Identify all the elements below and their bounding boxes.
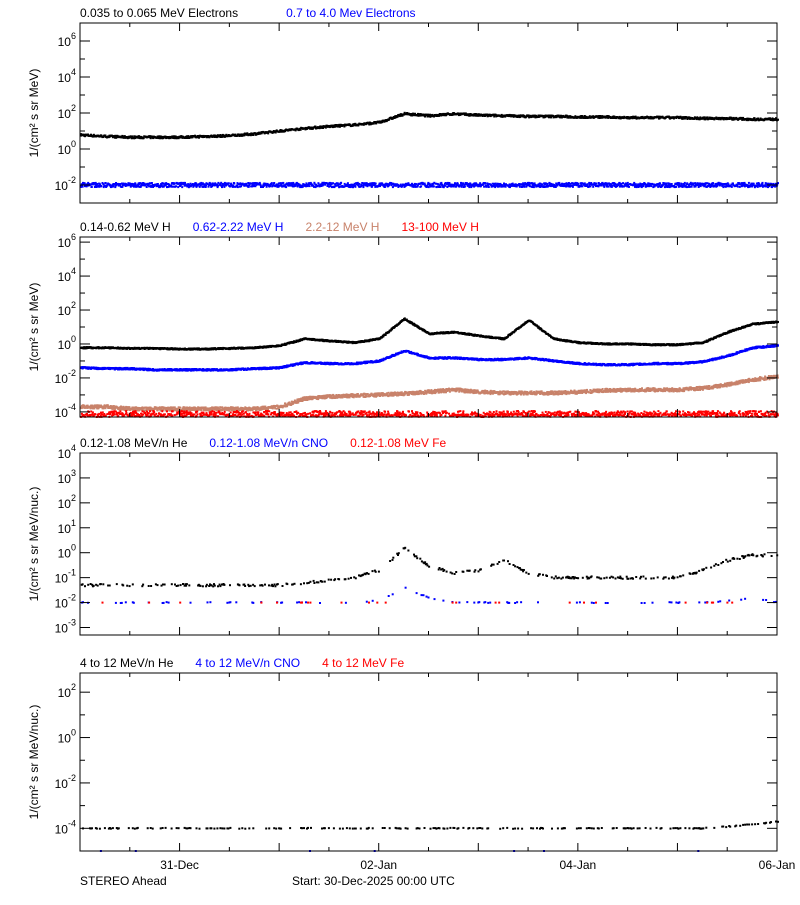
- legend-entry: 13-100 MeV H: [401, 220, 478, 234]
- y-tick-label: 104: [58, 67, 76, 85]
- data-point: [675, 186, 677, 188]
- data-point: [375, 183, 377, 185]
- data-point: [162, 183, 164, 185]
- plot-frame: [80, 23, 777, 203]
- series-black: [80, 112, 779, 140]
- data-point: [317, 182, 319, 184]
- footer-spacecraft: STEREO Ahead: [80, 874, 167, 888]
- data-point: [691, 186, 693, 188]
- footer-start-time: Start: 30-Dec-2025 00:00 UTC: [292, 874, 455, 888]
- legend-entry: 2.2-12 MeV H: [305, 220, 379, 234]
- data-point: [739, 186, 741, 188]
- data-point: [671, 183, 673, 185]
- data-point: [309, 185, 311, 187]
- data-point: [282, 182, 284, 184]
- legend-entry: 0.7 to 4.0 Mev Electrons: [286, 6, 415, 20]
- data-point: [628, 186, 630, 188]
- data-point: [762, 182, 764, 184]
- data-point: [627, 182, 629, 184]
- data-point: [415, 183, 417, 185]
- data-point: [488, 186, 490, 188]
- data-point: [595, 183, 597, 185]
- data-point: [592, 186, 594, 188]
- series-black: [80, 317, 779, 350]
- data-point: [157, 183, 159, 185]
- data-point: [181, 186, 183, 188]
- data-point: [146, 186, 148, 188]
- data-point: [237, 186, 239, 188]
- data-point: [228, 182, 230, 184]
- y-axis-label: 1/(cm² s sr MeV): [27, 69, 41, 158]
- data-point: [439, 186, 441, 188]
- data-point: [233, 183, 235, 185]
- data-point: [339, 186, 341, 188]
- data-point: [737, 186, 739, 188]
- data-point: [484, 183, 486, 185]
- data-point: [771, 186, 773, 188]
- legend-entry: 0.035 to 0.065 MeV Electrons: [80, 6, 238, 20]
- data-point: [479, 182, 481, 184]
- legend-entry: 0.62-2.22 MeV H: [193, 220, 284, 234]
- data-point: [680, 183, 682, 185]
- panel-1: 0.035 to 0.065 MeV Electrons 0.7 to 4.0 M…: [27, 6, 779, 203]
- data-point: [519, 186, 521, 188]
- y-tick-label: 100: [58, 139, 76, 157]
- data-point: [665, 183, 667, 185]
- data-point: [420, 185, 422, 187]
- data-point: [577, 183, 579, 185]
- data-point: [195, 182, 197, 184]
- data-point: [198, 137, 200, 139]
- data-point: [433, 185, 435, 187]
- data-point: [175, 185, 177, 187]
- data-point: [650, 185, 652, 187]
- data-point: [678, 182, 680, 184]
- data-point: [440, 182, 442, 184]
- legend-entry: 0.14-0.62 MeV H: [80, 220, 171, 234]
- data-point: [558, 182, 560, 184]
- data-point: [603, 186, 605, 188]
- data-point: [748, 182, 750, 184]
- panel-2: 0.14-0.62 MeV H 0.62-2.22 MeV H 2.2-12 MeV…: [27, 220, 779, 420]
- data-point: [533, 186, 535, 188]
- data-point: [332, 182, 334, 184]
- data-point: [362, 186, 364, 188]
- data-point: [659, 183, 661, 185]
- data-point: [546, 183, 548, 185]
- data-point: [753, 183, 755, 185]
- data-point: [82, 186, 84, 188]
- data-point: [172, 186, 174, 188]
- data-point: [91, 186, 93, 188]
- data-point: [217, 182, 219, 184]
- data-point: [271, 182, 273, 184]
- y-tick-label: 10-2: [55, 175, 76, 193]
- data-point: [464, 186, 466, 188]
- series-blue: [80, 182, 779, 188]
- data-point: [340, 182, 342, 184]
- data-point: [100, 185, 102, 187]
- data-point: [712, 182, 714, 184]
- data-point: [347, 182, 349, 184]
- data-point: [151, 182, 153, 184]
- data-point: [523, 186, 525, 188]
- data-point: [273, 182, 275, 184]
- data-point: [174, 183, 176, 185]
- data-point: [354, 186, 356, 188]
- y-tick-label: 106: [58, 31, 76, 49]
- data-point: [572, 186, 574, 188]
- data-point: [358, 183, 360, 185]
- y-tick-label: 102: [58, 103, 76, 121]
- data-point: [285, 186, 287, 188]
